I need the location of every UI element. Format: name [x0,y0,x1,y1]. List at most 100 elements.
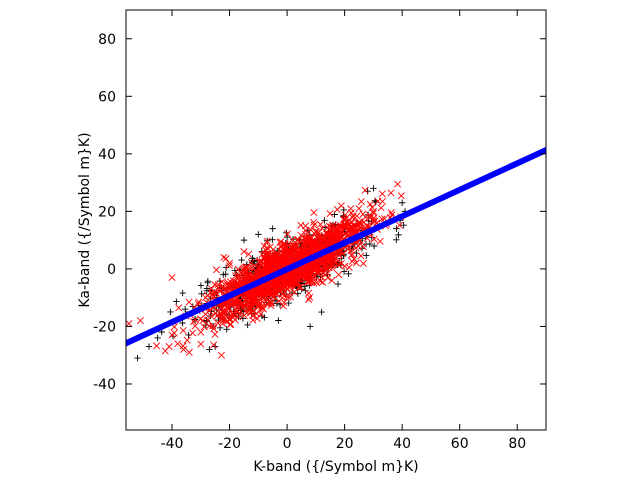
red-x-point [304,271,312,279]
red-x-point [191,322,199,330]
black-plus-point [302,287,309,294]
red-x-point [248,263,256,271]
red-x-point [282,248,290,256]
black-plus-point [198,290,205,297]
red-x-point [279,290,287,298]
red-x-point [316,242,324,250]
red-x-point [249,292,257,300]
red-x-point [346,226,354,234]
red-x-point [282,277,290,285]
y-tick-label: -20 [93,319,116,335]
red-x-point [308,278,316,286]
red-x-point [326,210,334,218]
black-plus-point [154,334,161,342]
red-x-point [232,272,240,280]
red-x-point [195,298,203,306]
red-x-point [337,223,345,231]
red-x-point [241,269,249,277]
red-x-point [316,277,324,285]
red-x-point [378,215,386,223]
x-tick-label: 40 [393,436,411,452]
x-axis-label: K-band ({/Symbol m}K) [253,459,418,475]
red-x-point [277,242,285,250]
red-x-point [328,259,336,267]
black-plus-point [255,231,262,238]
red-x-point [226,315,234,323]
red-x-point [312,259,320,267]
red-x-point [165,343,173,351]
black-plus-point [223,326,230,333]
black-plus-point [269,225,276,232]
red-x-point [316,266,324,274]
red-x-point [168,331,176,339]
red-x-point [283,273,291,281]
red-x-point [282,250,290,258]
red-x-point [249,316,257,324]
black-plus-point [197,282,205,289]
red-x-point [136,317,144,325]
red-x-point [328,277,336,285]
red-x-point [309,273,317,281]
red-x-point [247,305,255,313]
red-x-point [174,340,182,348]
red-x-point [347,209,355,217]
red-x-point [216,303,224,311]
red-x-point [211,281,219,289]
black-plus-point [400,221,407,229]
y-tick-label: 60 [98,89,116,105]
black-plus-point [269,236,276,243]
red-x-point [201,310,210,318]
black-plus-point [393,236,400,244]
y-tick-label: 0 [107,262,116,278]
red-x-point [200,323,208,331]
red-x-point [357,197,365,205]
red-x-point [291,274,299,282]
red-x-point [214,281,222,289]
red-x-point [376,237,384,245]
red-x-point [240,264,248,272]
black-plus-point [345,270,352,278]
red-x-point [370,214,378,222]
black-plus-point [334,280,342,288]
red-x-point [257,310,265,318]
x-tick-label: -20 [218,436,241,452]
red-x-point [294,251,302,259]
black-plus-point [244,321,251,329]
red-x-point [234,265,242,273]
red-x-point [210,341,218,349]
red-x-point [342,214,350,222]
red-x-point [318,224,326,232]
red-x-point [341,262,349,270]
red-x-point [306,293,314,301]
red-x-point [221,301,229,309]
black-plus-point [321,217,328,224]
red-x-point [258,257,266,266]
y-tick-label: 20 [98,204,116,220]
red-x-point [347,251,355,259]
red-x-point [397,192,405,200]
red-x-point [209,322,217,330]
black-plus-point [395,231,402,239]
red-x-point [180,345,188,353]
red-x-point [216,310,224,318]
y-tick-label: 40 [98,147,116,163]
red-x-point [359,210,367,218]
red-x-point [276,277,284,285]
red-x-point [254,288,262,296]
red-x-point [266,243,274,251]
red-x-point [260,286,268,294]
red-x-point [319,278,327,286]
red-x-point [312,228,320,236]
red-x-point [230,310,239,318]
red-x-point [359,259,367,267]
red-x-point [225,262,233,270]
red-x-point [333,205,341,213]
red-x-point [284,241,292,249]
red-x-point [336,230,344,238]
red-x-point [291,244,299,252]
red-x-point [305,296,313,304]
red-x-point [225,282,233,290]
red-x-point [302,267,310,275]
red-x-point [323,230,331,239]
